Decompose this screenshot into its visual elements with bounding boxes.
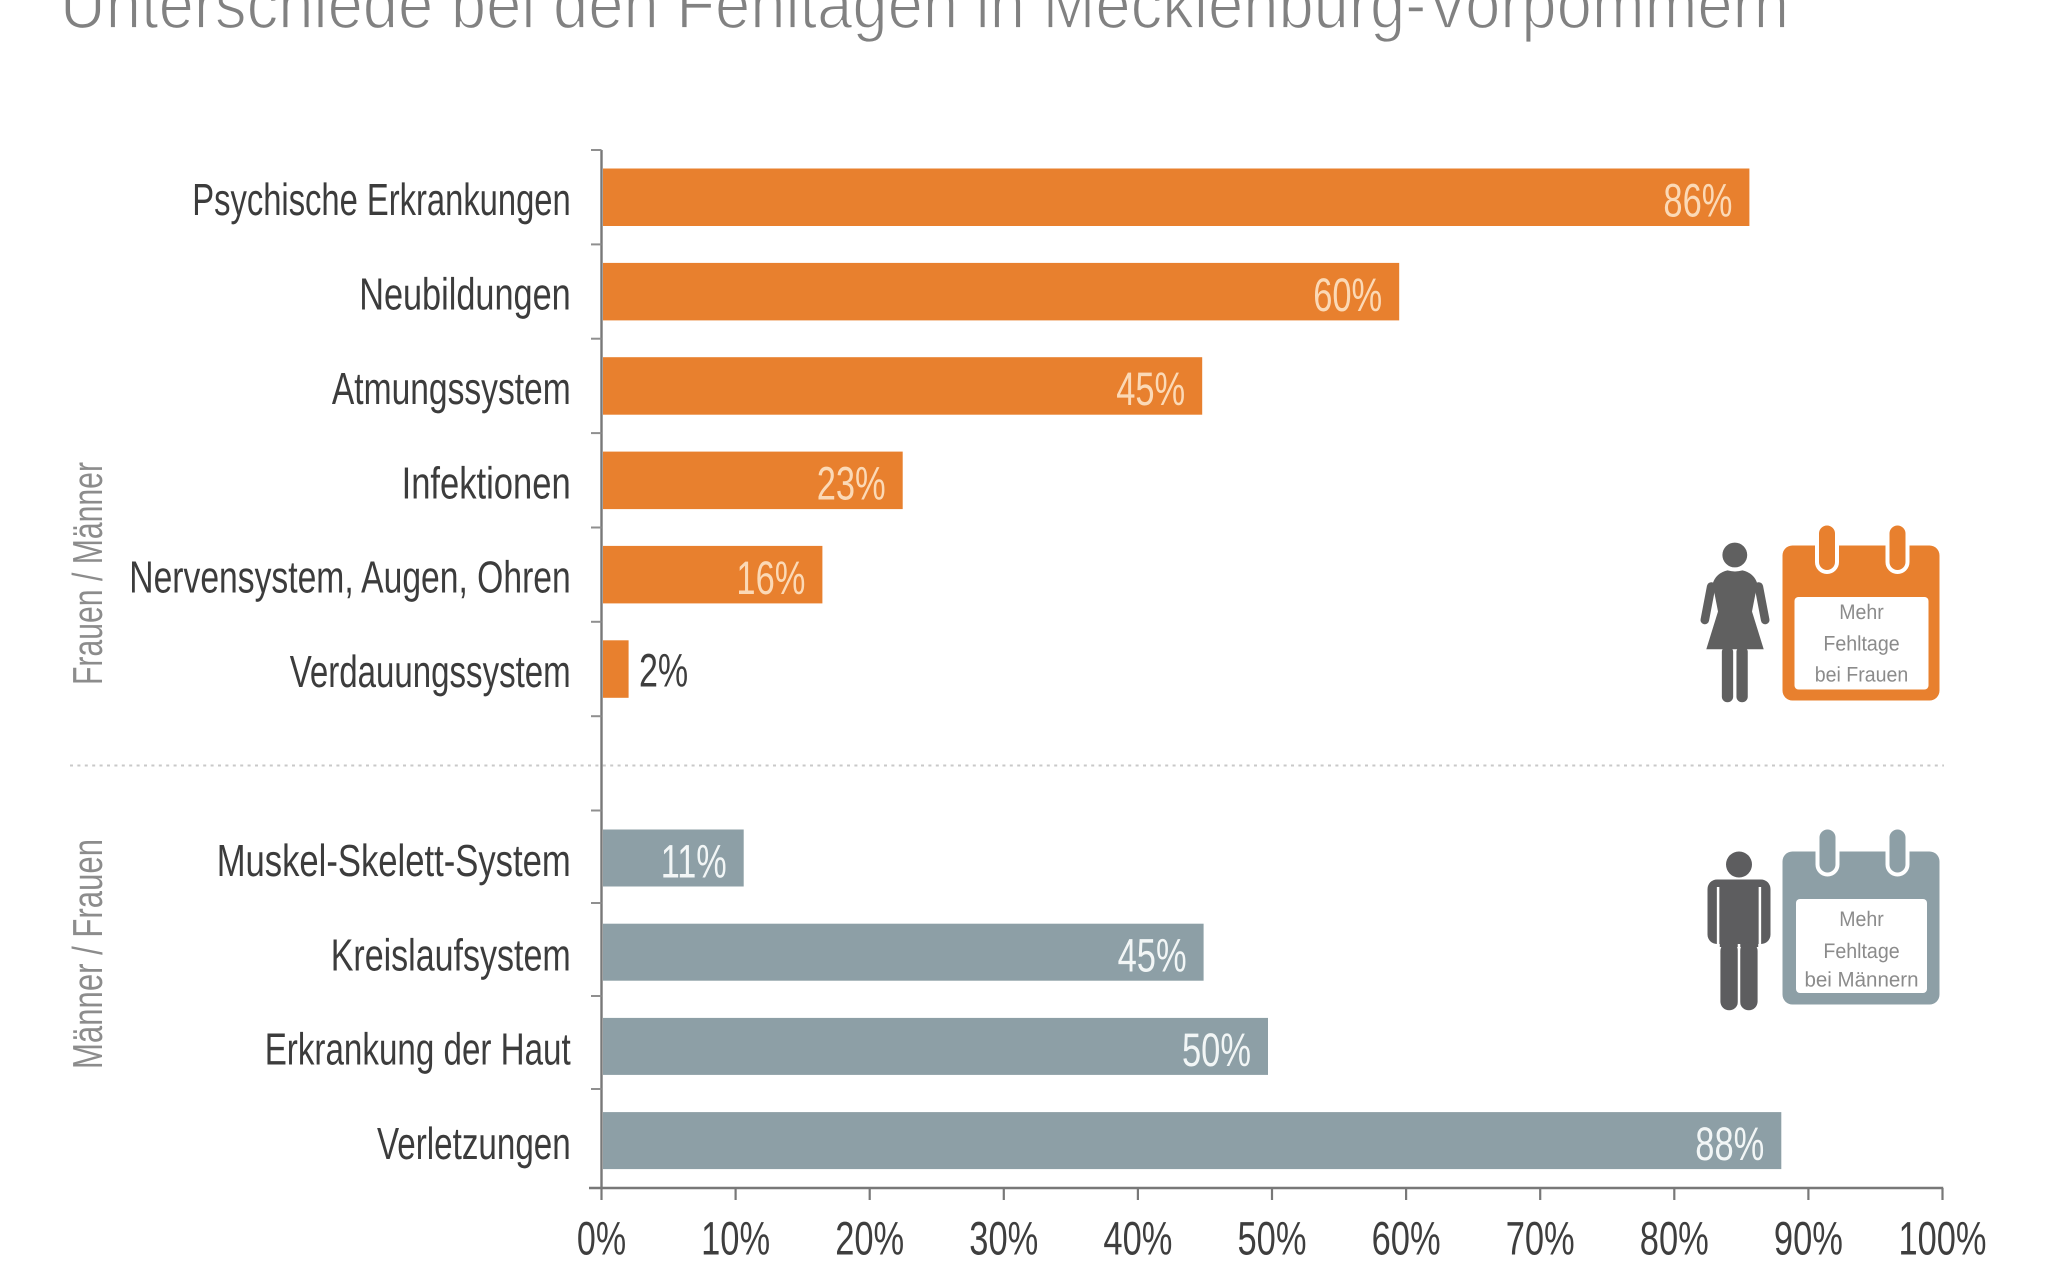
svg-text:80%: 80% — [1640, 1212, 1709, 1265]
svg-text:Unterschiede bei den Fehltagen: Unterschiede bei den Fehltagen in Meckle… — [60, 0, 1789, 43]
svg-text:10%: 10% — [701, 1212, 770, 1265]
svg-text:Mehr: Mehr — [1839, 601, 1884, 624]
svg-text:45%: 45% — [1116, 362, 1185, 415]
svg-text:Fehltage: Fehltage — [1823, 633, 1899, 656]
svg-text:Männer / Frauen: Männer / Frauen — [64, 839, 111, 1069]
svg-text:Muskel-Skelett-System: Muskel-Skelett-System — [217, 835, 571, 886]
svg-text:60%: 60% — [1372, 1212, 1441, 1265]
svg-text:Neubildungen: Neubildungen — [359, 269, 571, 320]
svg-text:11%: 11% — [661, 835, 727, 888]
svg-text:Erkrankung der Haut: Erkrankung der Haut — [265, 1024, 571, 1075]
svg-text:0%: 0% — [577, 1212, 626, 1265]
svg-text:45%: 45% — [1118, 929, 1187, 982]
svg-text:100%: 100% — [1899, 1212, 1987, 1265]
svg-text:70%: 70% — [1506, 1212, 1575, 1265]
svg-text:88%: 88% — [1695, 1117, 1764, 1170]
svg-text:Atmungssystem: Atmungssystem — [332, 363, 571, 414]
svg-text:2%: 2% — [639, 644, 688, 697]
svg-text:Verdauungssystem: Verdauungssystem — [290, 646, 571, 697]
svg-text:Frauen / Männer: Frauen / Männer — [64, 462, 111, 685]
svg-text:bei Frauen: bei Frauen — [1815, 664, 1909, 687]
svg-text:30%: 30% — [969, 1212, 1038, 1265]
svg-text:50%: 50% — [1238, 1212, 1307, 1265]
svg-text:Mehr: Mehr — [1839, 908, 1884, 931]
svg-text:bei Männern: bei Männern — [1805, 969, 1919, 992]
svg-text:Psychische Erkrankungen: Psychische Erkrankungen — [192, 174, 570, 225]
svg-text:Fehltage: Fehltage — [1823, 940, 1899, 963]
svg-text:50%: 50% — [1182, 1023, 1251, 1076]
svg-text:23%: 23% — [817, 457, 886, 510]
svg-text:Infektionen: Infektionen — [402, 457, 571, 508]
svg-text:40%: 40% — [1103, 1212, 1172, 1265]
svg-text:Kreislaufsystem: Kreislaufsystem — [331, 929, 571, 980]
svg-text:60%: 60% — [1313, 268, 1382, 321]
svg-text:Nervensystem, Augen, Ohren: Nervensystem, Augen, Ohren — [129, 552, 570, 603]
svg-text:20%: 20% — [835, 1212, 904, 1265]
svg-text:Verletzungen: Verletzungen — [377, 1118, 571, 1169]
svg-text:86%: 86% — [1663, 174, 1732, 227]
svg-text:16%: 16% — [736, 551, 805, 604]
svg-text:90%: 90% — [1774, 1212, 1843, 1265]
